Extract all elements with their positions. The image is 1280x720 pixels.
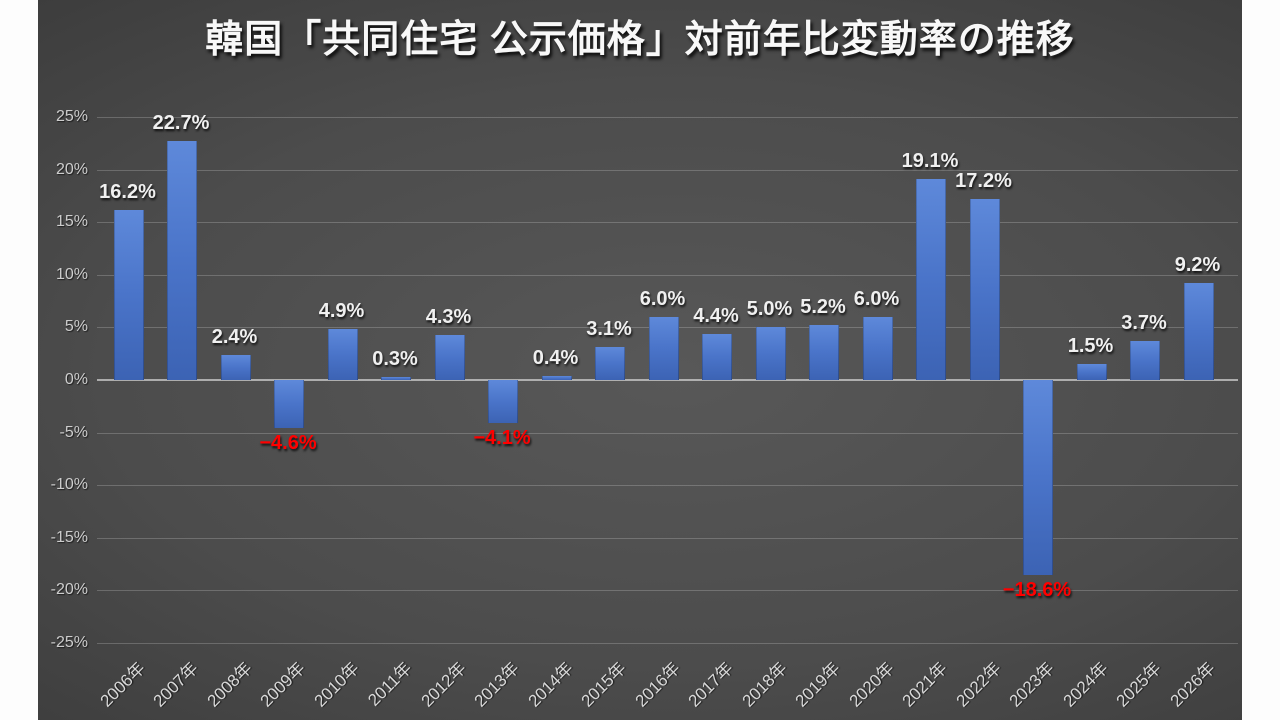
y-axis-tick-label: -10% [50, 476, 88, 494]
bar-2024 [1076, 364, 1107, 380]
bar-2017 [702, 333, 732, 380]
bar-2019 [809, 325, 839, 380]
bar-2008 [220, 354, 251, 380]
bar-2022 [969, 199, 1000, 380]
y-axis-tick-label: 0% [64, 371, 88, 388]
gridline-20 [97, 169, 1238, 171]
bar-2016 [648, 316, 679, 380]
x-axis-label-2011: 2011年 [364, 658, 416, 710]
x-axis-label-2010: 2010年 [310, 658, 363, 711]
bar-value-label-2026: 9.2% [1174, 254, 1221, 277]
x-axis-label-2022: 2022年 [952, 658, 1005, 711]
bar-value-label-2009: −4.6% [259, 432, 317, 455]
x-axis-label-2013: 2013年 [470, 658, 523, 711]
bar-2020 [862, 316, 893, 380]
x-axis-label-2015: 2015年 [577, 658, 630, 711]
bar-value-label-2023: −18.6% [1002, 579, 1072, 602]
x-axis-label-2026: 2026年 [1166, 658, 1219, 711]
y-axis-tick-label: 20% [55, 160, 88, 178]
bar-value-label-2021: 19.1% [901, 150, 959, 173]
x-axis-label-2008: 2008年 [203, 658, 256, 711]
bar-2015 [595, 347, 625, 380]
bar-value-label-2015: 3.1% [586, 318, 632, 341]
y-axis-tick-label: 10% [55, 265, 88, 283]
bar-value-label-2019: 5.2% [800, 296, 846, 319]
bar-2007 [167, 141, 197, 380]
bar-value-label-2020: 6.0% [853, 287, 900, 310]
x-axis-label-2019: 2019年 [791, 658, 844, 711]
y-axis-tick-label: 25% [55, 108, 88, 126]
x-axis-label-2025: 2025年 [1112, 658, 1165, 711]
y-axis-tick-label: 5% [64, 318, 88, 336]
bar-value-label-2018: 5.0% [746, 298, 793, 321]
zero-axis-line [97, 379, 1238, 381]
x-axis-label-2020: 2020年 [845, 658, 898, 711]
y-axis-tick-label: -5% [59, 423, 88, 441]
bar-value-label-2013: −4.1% [473, 427, 531, 450]
bar-2011 [381, 376, 411, 380]
bar-2012 [434, 334, 465, 380]
x-axis-label-2016: 2016年 [631, 658, 684, 711]
gridline--20 [97, 590, 1238, 592]
y-axis-tick-label: -15% [50, 528, 88, 546]
bar-2018 [755, 327, 786, 380]
y-axis-tick-label: -25% [50, 633, 88, 651]
bar-2023 [1023, 380, 1053, 576]
bar-value-label-2025: 3.7% [1121, 312, 1167, 335]
x-axis-label-2018: 2018年 [738, 658, 791, 711]
bar-value-label-2010: 4.9% [318, 299, 365, 322]
bar-2006 [113, 209, 144, 380]
x-axis-label-2006: 2006年 [96, 658, 149, 711]
bar-value-label-2016: 6.0% [639, 287, 686, 310]
bar-value-label-2022: 17.2% [955, 170, 1012, 193]
y-axis-tick-label: 15% [55, 213, 88, 231]
bar-2010 [327, 328, 358, 380]
x-axis-label-2007: 2007年 [149, 658, 202, 711]
gridline-10 [97, 274, 1238, 276]
gridline--5 [97, 432, 1238, 434]
bar-2025 [1130, 341, 1160, 380]
bar-value-label-2006: 16.2% [99, 180, 156, 203]
bar-2013 [488, 380, 518, 424]
bar-2009 [274, 380, 304, 429]
bar-value-label-2011: 0.3% [372, 347, 418, 370]
bar-2021 [916, 179, 946, 380]
gridline--15 [97, 537, 1238, 539]
bar-value-label-2008: 2.4% [211, 325, 258, 348]
gridline--25 [97, 642, 1238, 644]
gridline-15 [97, 222, 1238, 224]
x-axis-label-2021: 2021年 [898, 658, 951, 711]
x-axis-label-2023: 2023年 [1005, 658, 1058, 711]
bar-value-label-2007: 22.7% [152, 112, 210, 135]
chart-slide: 韓国「共同住宅 公示価格」対前年比変動率の推移 25% 20% 15% 10% 5% 0%… [38, 0, 1242, 720]
x-axis-label-2009: 2009年 [256, 658, 309, 711]
x-axis-label-2014: 2014年 [524, 658, 577, 711]
bar-2026 [1183, 283, 1214, 380]
gridline--10 [97, 485, 1238, 487]
bar-value-label-2014: 0.4% [532, 346, 579, 369]
x-axis-label-2012: 2012年 [417, 658, 470, 711]
y-axis-tick-label: -20% [50, 581, 88, 599]
bar-value-label-2024: 1.5% [1067, 335, 1114, 358]
bar-value-label-2012: 4.3% [425, 305, 472, 328]
bar-2014 [541, 375, 572, 380]
bar-value-label-2017: 4.4% [693, 304, 739, 327]
x-axis-label-2024: 2024年 [1059, 658, 1112, 711]
chart-title: 韓国「共同住宅 公示価格」対前年比変動率の推移 [205, 19, 1075, 61]
x-axis-label-2017: 2017年 [684, 658, 737, 711]
gridline-25 [97, 117, 1238, 119]
